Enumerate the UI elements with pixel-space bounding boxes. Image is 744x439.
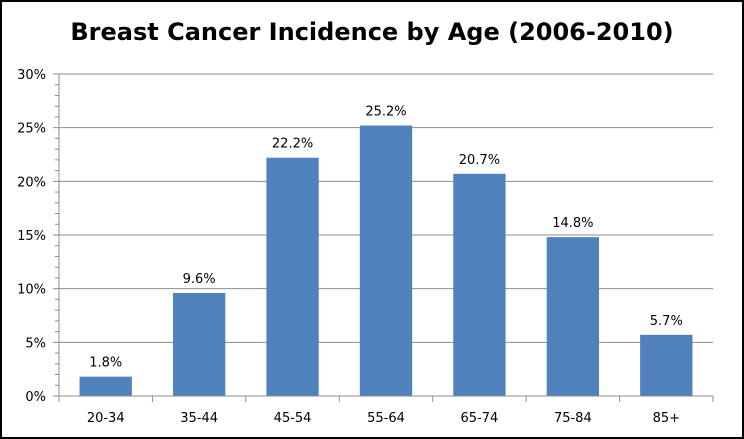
x-tick-label: 55-64 (367, 411, 405, 426)
bar (640, 334, 693, 396)
y-tick-label: 10% (17, 283, 46, 298)
data-label: 9.6% (183, 272, 216, 287)
data-label: 14.8% (552, 216, 593, 231)
x-tick-label: 75-84 (554, 411, 592, 426)
data-label: 22.2% (272, 137, 313, 152)
bar (546, 237, 600, 396)
data-label: 25.2% (365, 105, 406, 120)
bar (172, 292, 226, 396)
y-tick-label: 20% (17, 175, 46, 190)
data-label: 20.7% (459, 153, 500, 168)
y-tick-label: 25% (17, 122, 46, 137)
x-tick-label: 65-74 (461, 411, 499, 426)
chart-title: Breast Cancer Incidence by Age (2006-201… (70, 18, 674, 46)
bar (266, 157, 319, 396)
y-tick-label: 0% (25, 390, 46, 405)
data-label: 5.7% (650, 314, 683, 329)
x-tick-label: 20-34 (87, 411, 125, 426)
data-label: 1.8% (89, 356, 122, 371)
x-tick-label: 35-44 (180, 411, 218, 426)
x-tick-label: 85+ (653, 411, 680, 426)
bar (79, 376, 132, 396)
y-tick-label: 15% (17, 229, 46, 244)
y-tick-label: 5% (25, 336, 46, 351)
bar (453, 173, 506, 396)
x-tick-label: 45-54 (274, 411, 312, 426)
y-tick-label: 30% (17, 68, 46, 83)
bar (359, 125, 413, 397)
